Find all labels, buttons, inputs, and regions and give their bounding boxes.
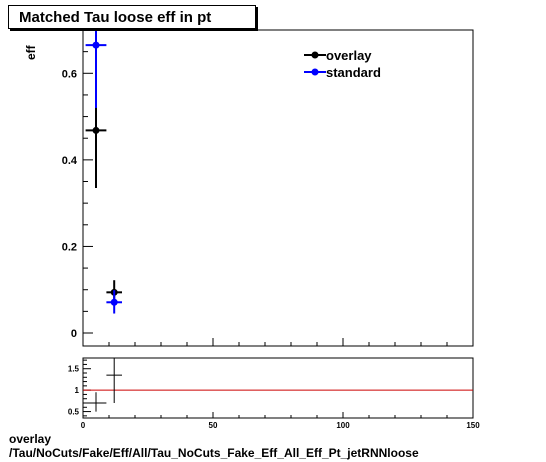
- ratio-y-tick-label: 1.5: [68, 365, 80, 374]
- footer-path: /Tau/NoCuts/Fake/Eff/All/Tau_NoCuts_Fake…: [9, 446, 419, 460]
- legend-entry-standard: standard: [304, 65, 381, 80]
- marker: [110, 298, 118, 306]
- main-plot: 0 0.2 0.4 0.6: [62, 29, 474, 347]
- ratio-x-tick-label: 0: [81, 421, 86, 430]
- chart-title: Matched Tau loose eff in pt: [8, 5, 256, 29]
- ratio-x-tick-label: 50: [209, 421, 218, 430]
- ratio-y-tick-label: 1: [75, 386, 80, 395]
- ratio-point: [106, 358, 122, 403]
- footer-label: overlay: [9, 432, 52, 446]
- ratio-point: [85, 392, 107, 412]
- data-point-standard: [85, 30, 107, 108]
- marker: [92, 41, 100, 49]
- y-axis-label: eff: [24, 45, 38, 60]
- legend-marker: [311, 51, 319, 59]
- data-point-standard: [106, 290, 122, 314]
- y-tick-label: 0.4: [62, 155, 78, 167]
- main-plot-frame: [82, 29, 474, 347]
- ratio-x-tick-label: 150: [466, 421, 480, 430]
- ratio-y-tick-label: 0.5: [68, 408, 80, 417]
- legend: overlay standard: [304, 48, 381, 80]
- ratio-plot-frame: [82, 357, 474, 419]
- y-tick-label: 0: [71, 328, 77, 340]
- y-tick-label: 0.2: [62, 241, 77, 253]
- legend-label: standard: [326, 65, 381, 80]
- ratio-x-tick-label: 100: [336, 421, 350, 430]
- legend-label: overlay: [326, 48, 372, 63]
- legend-entry-overlay: overlay: [304, 48, 372, 63]
- ratio-plot: 0.5 1 1.5 0 50 100 150: [68, 357, 480, 430]
- y-tick-label: 0.6: [62, 68, 77, 80]
- marker: [92, 126, 100, 134]
- legend-marker: [311, 68, 319, 76]
